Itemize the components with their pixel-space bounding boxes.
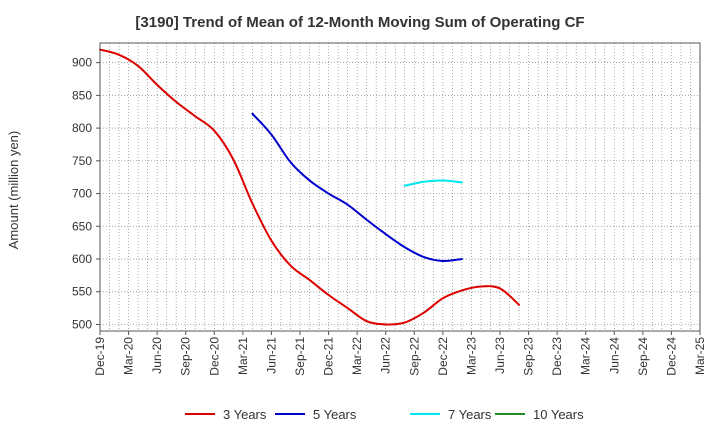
y-axis: 500 550 600 650 700 750 800 850 900 [72,56,100,331]
x-tick-label: Sep-20 [179,337,193,376]
legend: 3 Years 5 Years 7 Years 10 Years [185,407,584,422]
legend-label-5-years: 5 Years [313,407,357,422]
series-line-3-years [99,48,521,326]
legend-label-10-years: 10 Years [533,407,584,422]
x-tick-label: Dec-21 [322,337,336,376]
legend-label-7-years: 7 Years [448,407,492,422]
x-tick-label: Dec-24 [664,337,678,376]
x-tick-label: Dec-22 [436,337,450,376]
x-tick-label: Dec-23 [550,337,564,376]
x-tick-label: Sep-21 [293,337,307,376]
x-tick-label: Sep-22 [407,337,421,376]
x-tick-label: Sep-23 [522,337,536,376]
x-tick-label: Jun-20 [150,337,164,374]
x-tick-label: Mar-21 [236,337,250,375]
y-axis-title: Amount (million yen) [6,131,21,250]
x-axis: Dec-19 Mar-20 Jun-20 Sep-20 Dec-20 Mar-21 Jun-… [93,331,707,376]
y-tick-label: 550 [72,285,92,299]
x-tick-label: Mar-23 [464,337,478,375]
x-tick-label: Jun-21 [264,337,278,374]
x-tick-label: Sep-24 [636,337,650,376]
x-tick-label: Mar-20 [122,337,136,375]
x-tick-label: Mar-22 [350,337,364,375]
x-tick-label: Mar-25 [693,337,707,375]
x-tick-label: Jun-22 [379,337,393,374]
x-tick-label: Jun-23 [493,337,507,374]
plot-frame [99,42,701,332]
legend-label-3-years: 3 Years [223,407,267,422]
y-tick-label: 750 [72,154,92,168]
series-line-7-years [403,179,463,187]
y-tick-label: 850 [72,88,92,102]
y-tick-label: 600 [72,252,92,266]
y-tick-label: 900 [72,56,92,70]
y-tick-label: 700 [72,187,92,201]
series-line-5-years [251,112,463,262]
chart-title: [3190] Trend of Mean of 12-Month Moving … [135,14,585,31]
x-tick-label: Dec-19 [93,337,107,376]
y-tick-label: 650 [72,219,92,233]
series-layer [99,48,521,326]
grid-layer [100,43,700,331]
x-tick-label: Dec-20 [207,337,221,376]
x-tick-label: Jun-24 [607,337,621,374]
y-tick-label: 800 [72,121,92,135]
y-tick-label: 500 [72,317,92,331]
x-tick-label: Mar-24 [579,337,593,375]
